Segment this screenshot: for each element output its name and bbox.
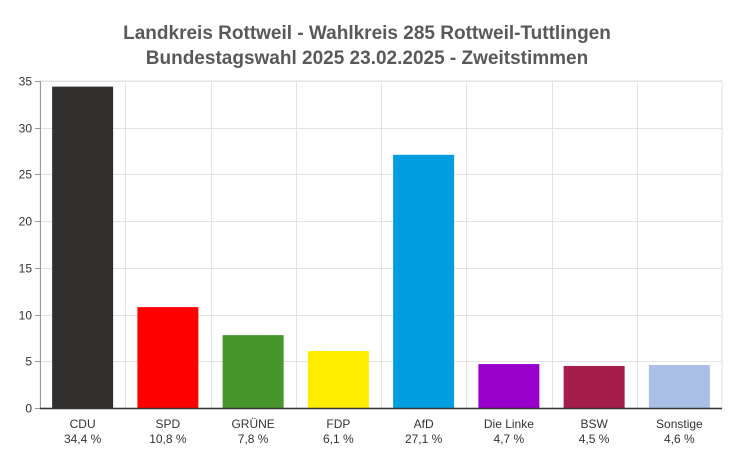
chart-subtitle: Bundestagswahl 2025 23.02.2025 - Zweitst…	[145, 48, 589, 69]
chart-title: Landkreis Rottweil - Wahlkreis 285 Rottw…	[123, 23, 611, 44]
bar-cdu	[52, 86, 114, 408]
category-label: Die Linke	[484, 417, 534, 431]
bar-fdp	[307, 351, 369, 408]
category-label: CDU	[70, 417, 96, 431]
value-label: 6,1 %	[323, 432, 354, 446]
y-tick-label: 35	[19, 75, 33, 89]
bar-gr-ne	[222, 335, 284, 408]
category-label: FDP	[326, 417, 350, 431]
y-tick-label: 30	[19, 122, 33, 136]
y-tick-label: 10	[19, 309, 33, 323]
y-tick-label: 20	[19, 215, 33, 229]
y-tick-label: 0	[25, 402, 32, 416]
bar-die-linke	[478, 364, 540, 408]
bar-spd	[137, 307, 199, 408]
value-label: 34,4 %	[64, 432, 102, 446]
category-label: SPD	[156, 417, 181, 431]
bar-afd	[393, 154, 455, 408]
bar-sonstige	[648, 365, 710, 408]
value-label: 4,7 %	[494, 432, 525, 446]
value-label: 7,8 %	[238, 432, 269, 446]
category-label: AfD	[414, 417, 434, 431]
category-label: GRÜNE	[231, 417, 274, 431]
y-tick-label: 15	[19, 262, 33, 276]
value-label: 4,6 %	[664, 432, 695, 446]
category-label: Sonstige	[656, 417, 703, 431]
y-tick-label: 25	[19, 168, 33, 182]
category-label: BSW	[580, 417, 608, 431]
y-tick-label: 5	[25, 355, 32, 369]
value-label: 10,8 %	[149, 432, 187, 446]
value-label: 4,5 %	[579, 432, 610, 446]
bar-bsw	[563, 365, 625, 408]
value-label: 27,1 %	[405, 432, 443, 446]
